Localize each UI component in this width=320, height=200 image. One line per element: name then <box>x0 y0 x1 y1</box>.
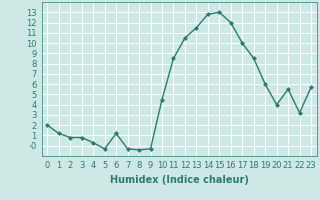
X-axis label: Humidex (Indice chaleur): Humidex (Indice chaleur) <box>110 175 249 185</box>
